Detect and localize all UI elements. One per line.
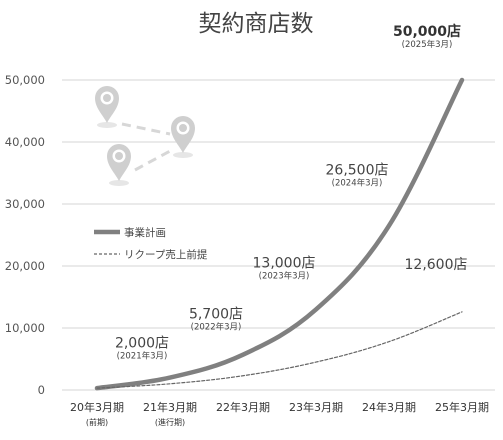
y-tick-label: 0 (38, 383, 45, 397)
data-labels: 2,000店(2021年3月)5,700店(2022年3月)13,000店(20… (115, 23, 468, 362)
map-pin-icon (107, 144, 131, 186)
x-tick-label: 24年3月期 (362, 400, 416, 414)
x-axis: 20年3月期 (前期) 21年3月期 (進行期) 22年3月期 23年3月期 24年3月期 2… (70, 400, 489, 427)
series-line-plan (94, 77, 465, 391)
x-tick-label: 21年3月期 (143, 400, 197, 414)
map-pin-icon (95, 86, 119, 128)
data-label-date: (2024年3月) (332, 178, 383, 189)
data-label: 5,700店 (189, 307, 243, 323)
data-label: 12,600店 (405, 257, 468, 273)
x-tick-label: 23年3月期 (289, 400, 343, 414)
grid (62, 79, 495, 391)
data-label-date: (2022年3月) (191, 322, 242, 333)
map-pin-icon (171, 116, 195, 158)
y-tick-label: 50,000 (5, 73, 45, 87)
y-tick-label: 40,000 (5, 135, 45, 149)
x-tick-label: 22年3月期 (216, 400, 270, 414)
x-tick-label: 20年3月期 (70, 400, 124, 414)
x-tick-note: (前期) (86, 417, 108, 427)
y-tick-label: 30,000 (5, 197, 45, 211)
data-label: 13,000店 (253, 255, 316, 271)
chart-title: 契約商店数 (199, 11, 314, 37)
data-label: 50,000店 (393, 23, 461, 40)
data-label: 2,000店 (115, 336, 169, 352)
x-tick-note: (進行期) (155, 417, 185, 427)
series-lines (94, 77, 465, 391)
y-axis: 0 10,000 20,000 30,000 40,000 50,000 (5, 73, 45, 397)
legend: 事業計画 リクープ売上前提 (94, 226, 208, 261)
data-label-date: (2021年3月) (117, 351, 168, 362)
x-tick-label: 25年3月期 (435, 400, 489, 414)
data-label-date: (2025年3月) (402, 39, 453, 50)
legend-label-plan: 事業計画 (124, 226, 166, 239)
location-pins (95, 86, 195, 186)
data-label: 26,500店 (326, 163, 389, 179)
y-tick-label: 10,000 (5, 321, 45, 335)
data-label-date: (2023年3月) (259, 270, 310, 281)
legend-label-recoup: リクープ売上前提 (124, 248, 208, 261)
y-tick-label: 20,000 (5, 259, 45, 273)
series-line-recoup (96, 311, 463, 389)
